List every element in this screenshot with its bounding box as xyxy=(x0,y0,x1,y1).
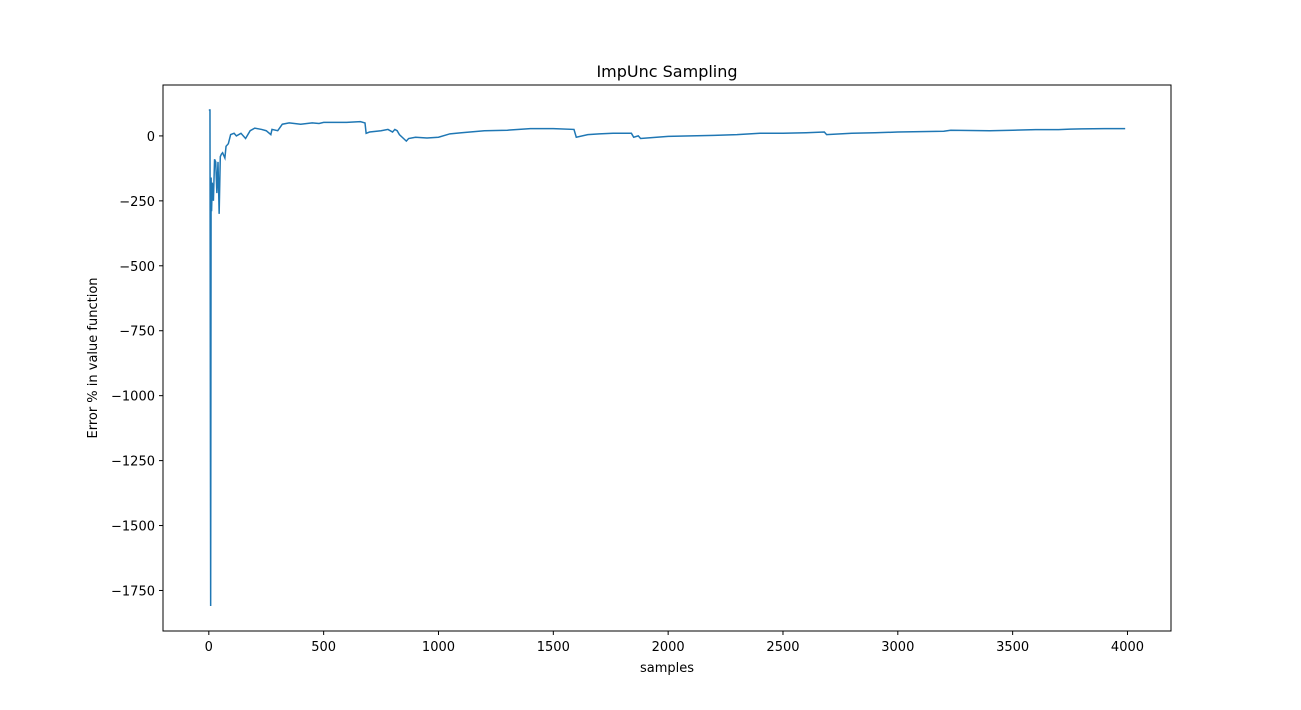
y-tick-label: −1750 xyxy=(111,584,155,599)
y-tick-label: −750 xyxy=(119,325,155,340)
x-tick-label: 500 xyxy=(311,640,336,655)
chart-title: ImpUnc Sampling xyxy=(596,62,737,81)
x-tick-label: 3000 xyxy=(881,640,914,655)
x-tick-label: 3500 xyxy=(996,640,1029,655)
x-tick-label: 4000 xyxy=(1111,640,1144,655)
x-tick-label: 2500 xyxy=(766,640,799,655)
y-tick-label: −500 xyxy=(119,260,155,275)
y-tick-label: −1500 xyxy=(111,520,155,535)
plot-frame xyxy=(162,84,1172,632)
x-tick-label: 1000 xyxy=(422,640,455,655)
y-tick-label: −250 xyxy=(119,195,155,210)
y-tick-label: 0 xyxy=(147,130,155,145)
x-axis-label: samples xyxy=(640,661,694,676)
line-series xyxy=(208,109,1126,607)
x-tick-label: 1500 xyxy=(537,640,570,655)
y-tick-label: −1000 xyxy=(111,390,155,405)
x-tick-label: 0 xyxy=(205,640,213,655)
y-tick-label: −1250 xyxy=(111,455,155,470)
x-tick-label: 2000 xyxy=(652,640,685,655)
y-axis-label: Error % in value function xyxy=(86,277,101,438)
